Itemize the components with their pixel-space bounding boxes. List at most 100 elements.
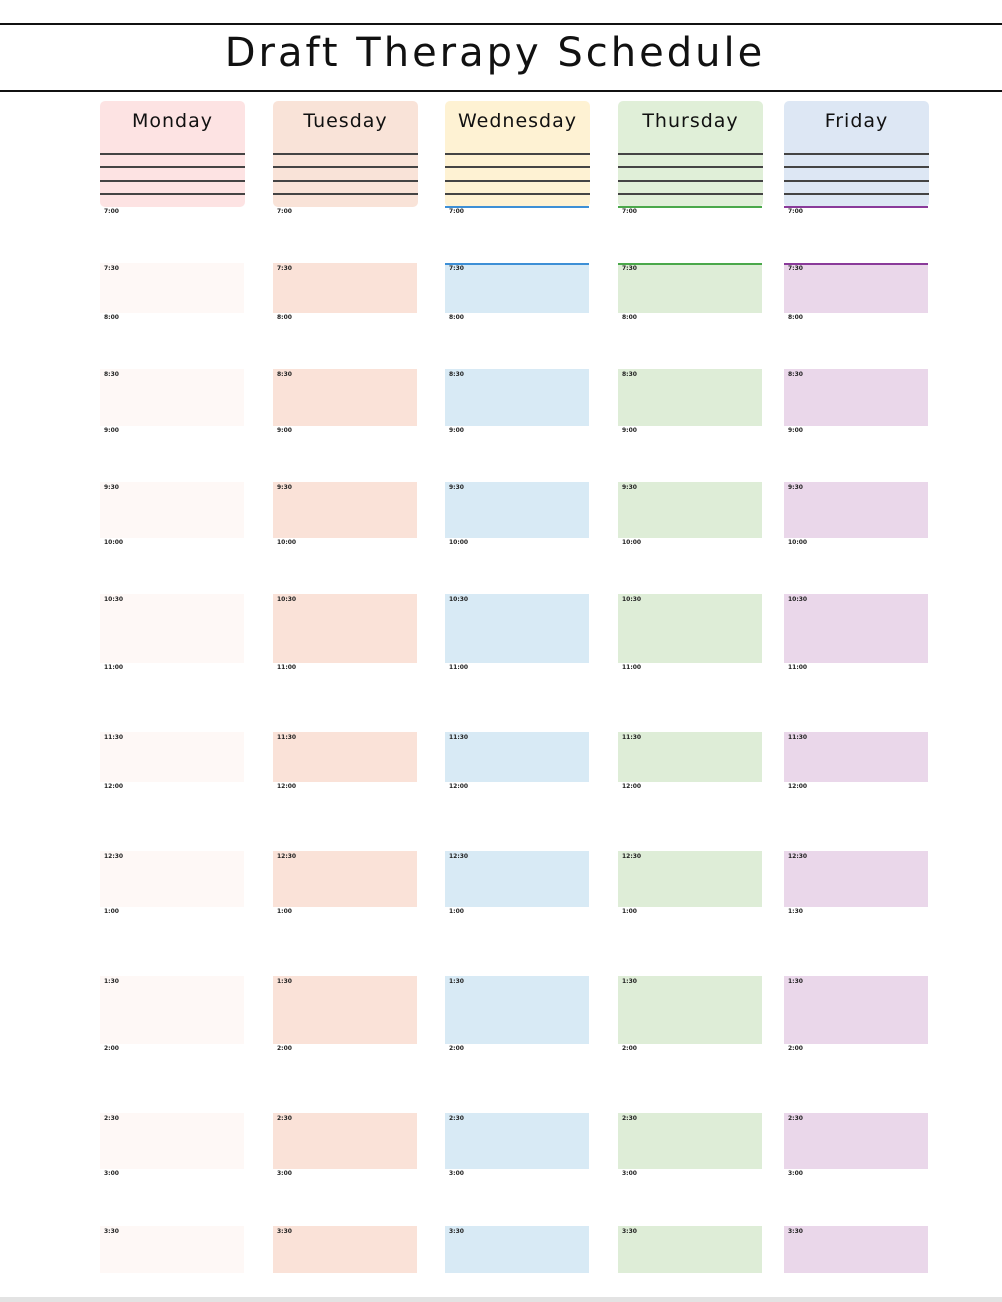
thursday-hour-label: 1:00: [622, 908, 637, 915]
wednesday-time-slot[interactable]: [445, 851, 589, 907]
tuesday-time-slot[interactable]: [273, 369, 417, 426]
thursday-time-slot[interactable]: [618, 851, 762, 907]
wednesday-header-accent-line: [445, 206, 589, 208]
tuesday-time-slot[interactable]: [273, 482, 417, 538]
monday-note-line: [100, 166, 245, 168]
friday-time-slot[interactable]: [784, 732, 928, 782]
thursday-half-hour-label: 8:30: [622, 371, 637, 378]
tuesday-hour-label: 9:00: [277, 427, 292, 434]
tuesday-time-slot[interactable]: [273, 1113, 417, 1169]
friday-hour-label: 1:30: [788, 908, 803, 915]
tuesday-half-hour-label: 11:30: [277, 734, 297, 741]
friday-hour-label: 11:00: [788, 664, 808, 671]
wednesday-time-slot[interactable]: [445, 369, 589, 426]
thursday-time-slot[interactable]: [618, 594, 762, 663]
thursday-time-slot[interactable]: [618, 1226, 762, 1273]
tuesday-half-hour-label: 2:30: [277, 1115, 292, 1122]
friday-time-slot[interactable]: [784, 976, 928, 1044]
thursday-note-line: [618, 153, 763, 155]
tuesday-half-hour-label: 10:30: [277, 596, 297, 603]
thursday-hour-label: 3:00: [622, 1170, 637, 1177]
friday-time-slot[interactable]: [784, 369, 928, 426]
monday-time-slot[interactable]: [100, 851, 244, 907]
thursday-half-hour-label: 2:30: [622, 1115, 637, 1122]
thursday-half-hour-label: 3:30: [622, 1228, 637, 1235]
monday-hour-label: 2:00: [104, 1045, 119, 1052]
friday-time-slot[interactable]: [784, 482, 928, 538]
friday-half-hour-label: 9:30: [788, 484, 803, 491]
monday-time-slot[interactable]: [100, 1226, 244, 1273]
thursday-hour-label: 8:00: [622, 314, 637, 321]
wednesday-half-hour-label: 11:30: [449, 734, 469, 741]
friday-header: Friday: [784, 101, 929, 207]
wednesday-note-line: [445, 166, 590, 168]
monday-hour-label: 12:00: [104, 783, 124, 790]
thursday-hour-label: 7:00: [622, 208, 637, 215]
wednesday-time-slot[interactable]: [445, 594, 589, 663]
wednesday-time-slot[interactable]: [445, 732, 589, 782]
thursday-hour-label: 9:00: [622, 427, 637, 434]
wednesday-time-slot[interactable]: [445, 1113, 589, 1169]
friday-note-line: [784, 180, 929, 182]
thursday-hour-label: 12:00: [622, 783, 642, 790]
wednesday-time-slot[interactable]: [445, 976, 589, 1044]
friday-time-slot[interactable]: [784, 1113, 928, 1169]
wednesday-note-line: [445, 153, 590, 155]
tuesday-time-slot[interactable]: [273, 594, 417, 663]
tuesday-time-slot[interactable]: [273, 1226, 417, 1273]
thursday-time-slot[interactable]: [618, 369, 762, 426]
friday-time-slot[interactable]: [784, 851, 928, 907]
thursday-half-hour-label: 1:30: [622, 978, 637, 985]
thursday-time-slot[interactable]: [618, 263, 762, 313]
monday-half-hour-label: 3:30: [104, 1228, 119, 1235]
tuesday-time-slot[interactable]: [273, 851, 417, 907]
thursday-time-slot[interactable]: [618, 732, 762, 782]
friday-half-hour-label: 11:30: [788, 734, 808, 741]
friday-hour-label: 3:00: [788, 1170, 803, 1177]
thursday-note-line: [618, 180, 763, 182]
monday-time-slot[interactable]: [100, 1113, 244, 1169]
wednesday-half-hour-label: 8:30: [449, 371, 464, 378]
wednesday-time-slot[interactable]: [445, 1226, 589, 1273]
friday-half-hour-label: 12:30: [788, 853, 808, 860]
wednesday-hour-label: 10:00: [449, 539, 469, 546]
thursday-time-slot[interactable]: [618, 482, 762, 538]
thursday-header: Thursday: [618, 101, 763, 207]
thursday-note-line: [618, 193, 763, 195]
tuesday-header: Tuesday: [273, 101, 418, 207]
thursday-time-slot[interactable]: [618, 1113, 762, 1169]
tuesday-half-hour-label: 3:30: [277, 1228, 292, 1235]
friday-note-line: [784, 153, 929, 155]
tuesday-hour-label: 7:00: [277, 208, 292, 215]
monday-time-slot[interactable]: [100, 482, 244, 538]
wednesday-note-line: [445, 193, 590, 195]
friday-time-slot[interactable]: [784, 594, 928, 663]
friday-time-slot[interactable]: [784, 1226, 928, 1273]
monday-half-hour-label: 12:30: [104, 853, 124, 860]
title-underline: [0, 90, 1002, 92]
monday-time-slot[interactable]: [100, 976, 244, 1044]
tuesday-time-slot[interactable]: [273, 732, 417, 782]
friday-time-slot[interactable]: [784, 263, 928, 313]
tuesday-hour-label: 2:00: [277, 1045, 292, 1052]
tuesday-time-slot[interactable]: [273, 976, 417, 1044]
wednesday-time-slot[interactable]: [445, 263, 589, 313]
tuesday-hour-label: 10:00: [277, 539, 297, 546]
wednesday-time-slot[interactable]: [445, 482, 589, 538]
monday-time-slot[interactable]: [100, 263, 244, 313]
monday-time-slot[interactable]: [100, 732, 244, 782]
friday-hour-label: 8:00: [788, 314, 803, 321]
monday-time-slot[interactable]: [100, 594, 244, 663]
wednesday-hour-label: 11:00: [449, 664, 469, 671]
monday-time-slot[interactable]: [100, 369, 244, 426]
thursday-half-hour-label: 9:30: [622, 484, 637, 491]
monday-half-hour-label: 11:30: [104, 734, 124, 741]
tuesday-time-slot[interactable]: [273, 263, 417, 313]
friday-hour-label: 7:00: [788, 208, 803, 215]
thursday-time-slot[interactable]: [618, 976, 762, 1044]
wednesday-half-hour-label: 3:30: [449, 1228, 464, 1235]
monday-note-line: [100, 193, 245, 195]
friday-note-line: [784, 193, 929, 195]
wednesday-half-hour-label: 10:30: [449, 596, 469, 603]
wednesday-hour-label: 8:00: [449, 314, 464, 321]
